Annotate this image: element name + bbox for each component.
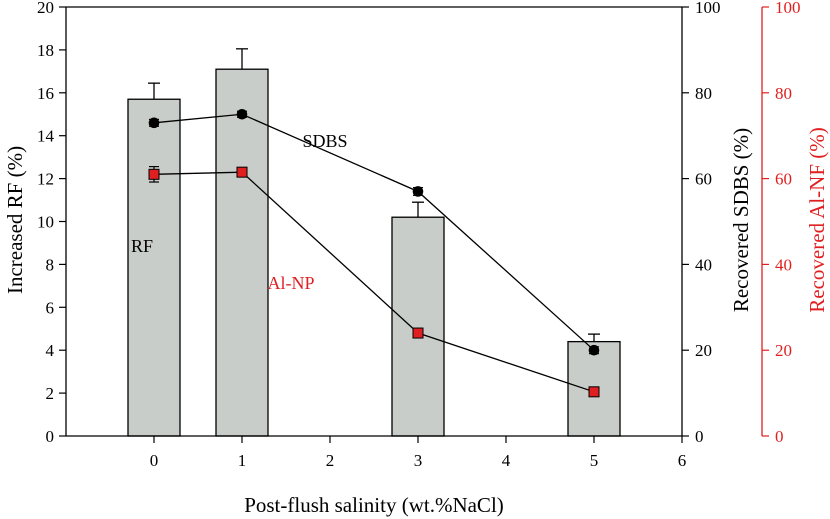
point-alnp-5 xyxy=(588,386,600,398)
left-tick-label: 10 xyxy=(37,213,54,232)
annotation-alnp: Al-NP xyxy=(267,273,314,293)
point-alnp-3 xyxy=(412,327,424,339)
bars-layer xyxy=(127,48,621,437)
point-alnp-1 xyxy=(236,166,248,178)
left-tick-label: 4 xyxy=(46,341,55,360)
left-tick-label: 20 xyxy=(37,0,54,17)
x-tick-label: 0 xyxy=(150,451,159,470)
bar-rf-0 xyxy=(127,98,181,437)
right-tick-label-alnf: 40 xyxy=(775,255,792,274)
right-tick-label-alnf: 20 xyxy=(775,341,792,360)
bar-rf-3 xyxy=(391,216,445,437)
series-layer xyxy=(148,108,600,398)
right-tick-label-alnf: 0 xyxy=(775,427,784,446)
right-tick-label-sdbs: 0 xyxy=(695,427,704,446)
point-sdbs-5 xyxy=(588,344,600,356)
right-tick-label-alnf: 80 xyxy=(775,84,792,103)
series-line-al-np xyxy=(153,171,595,393)
right-tick-label-sdbs: 80 xyxy=(695,84,712,103)
left-tick-label: 6 xyxy=(46,298,55,317)
right-tick-label-sdbs: 20 xyxy=(695,341,712,360)
point-sdbs-0 xyxy=(148,117,160,129)
left-tick-label: 0 xyxy=(46,427,55,446)
point-alnp-0 xyxy=(148,168,160,180)
left-tick-label: 18 xyxy=(37,41,54,60)
right-tick-label-alnf: 60 xyxy=(775,170,792,189)
left-tick-label: 16 xyxy=(37,84,54,103)
right-tick-label-sdbs: 40 xyxy=(695,255,712,274)
left-tick-label: 14 xyxy=(37,127,55,146)
left-tick-label: 2 xyxy=(46,384,55,403)
x-tick-label: 3 xyxy=(414,451,423,470)
x-tick-label: 6 xyxy=(678,451,687,470)
left-tick-label: 8 xyxy=(46,255,55,274)
right-axis-title-sdbs: Recovered SDBS (%) xyxy=(729,128,753,312)
annotation-rf: RF xyxy=(131,236,153,256)
x-axis-title: Post-flush salinity (wt.%NaCl) xyxy=(244,493,504,517)
point-sdbs-3 xyxy=(412,186,424,197)
x-tick-label: 2 xyxy=(326,451,335,470)
x-tick-label: 1 xyxy=(238,451,247,470)
x-tick-label: 5 xyxy=(590,451,599,470)
x-tick-label: 4 xyxy=(502,451,511,470)
left-tick-label: 12 xyxy=(37,170,54,189)
right-tick-label-sdbs: 100 xyxy=(695,0,721,17)
right-tick-label-alnf: 100 xyxy=(775,0,801,17)
left-axis-title: Increased RF (%) xyxy=(3,146,27,294)
ticks-layer: 0 1 2 3 4 5 6024681012141618200204060801000204… xyxy=(37,0,801,470)
series-line-sdbs xyxy=(153,113,595,351)
point-sdbs-1 xyxy=(236,108,248,120)
right-tick-label-sdbs: 60 xyxy=(695,170,712,189)
right-axis-title-alnf: Recovered Al-NF (%) xyxy=(805,127,829,312)
bar-rf-1 xyxy=(215,68,269,437)
annotation-sdbs: SDBS xyxy=(302,131,347,151)
